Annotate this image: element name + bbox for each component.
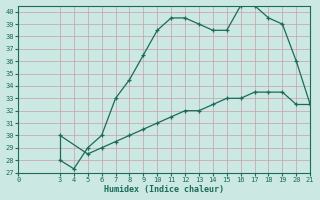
X-axis label: Humidex (Indice chaleur): Humidex (Indice chaleur) — [104, 185, 224, 194]
